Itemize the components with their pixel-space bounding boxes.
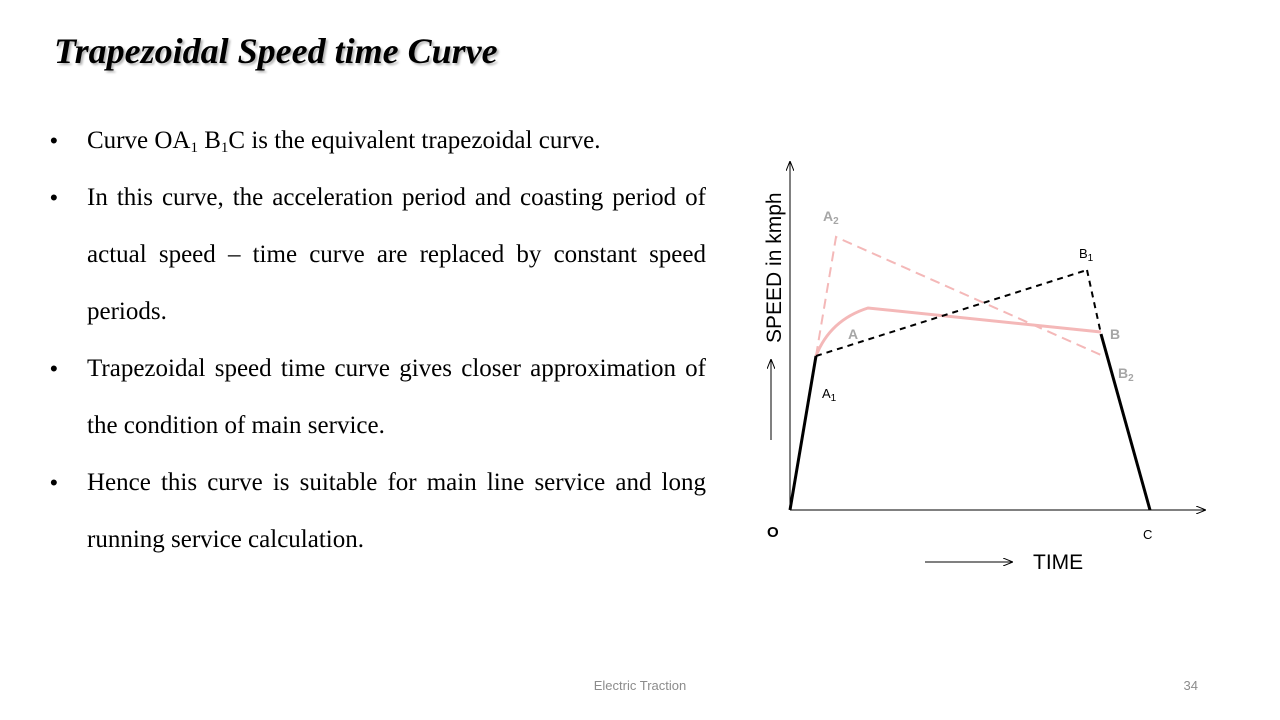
label-c: C [1143,527,1152,542]
alternate-dashed-curve [815,235,1102,357]
bullet-item: Curve OA1 B1C is the equivalent trapezoi… [50,112,706,169]
bullet-text: Hence this curve is suitable for main li… [87,469,706,553]
bullet-text: In this curve, the acceleration period a… [87,184,706,325]
subscript: 1 [190,140,198,156]
label-b2: B2 [1118,365,1134,384]
label-a1: A1 [822,386,837,404]
acceleration-line [788,355,818,511]
footer-title: Electric Traction [593,678,687,693]
y-axis-label: SPEED in kmph [763,192,786,343]
bullet-item: In this curve, the acceleration period a… [50,169,706,340]
label-origin: O [767,524,779,541]
trapezoidal-descent-dashed [1086,269,1102,335]
bullet-list: Curve OA1 B1C is the equivalent trapezoi… [50,112,706,568]
label-b: B [1110,326,1120,342]
bullet-item: Trapezoidal speed time curve gives close… [50,340,706,454]
label-b1: B1 [1079,246,1094,264]
subscript: 1 [220,140,229,156]
bullet-text: Curve OA [87,127,191,154]
trapezoidal-top-dashed [815,269,1088,357]
label-a: A [848,326,858,342]
page-number: 34 [1183,678,1198,693]
slide-title: Trapezoidal Speed time Curve [54,31,498,71]
bullet-text: Trapezoidal speed time curve gives close… [87,355,706,439]
bullet-text: C is the equivalent trapezoidal curve. [228,127,601,154]
bullet-item: Hence this curve is suitable for main li… [50,454,706,568]
braking-line [1099,333,1152,511]
label-a2: A2 [823,208,839,227]
bullet-text: B [197,127,221,154]
actual-speed-curve [814,306,1102,357]
x-axis-label: TIME [1033,551,1083,574]
